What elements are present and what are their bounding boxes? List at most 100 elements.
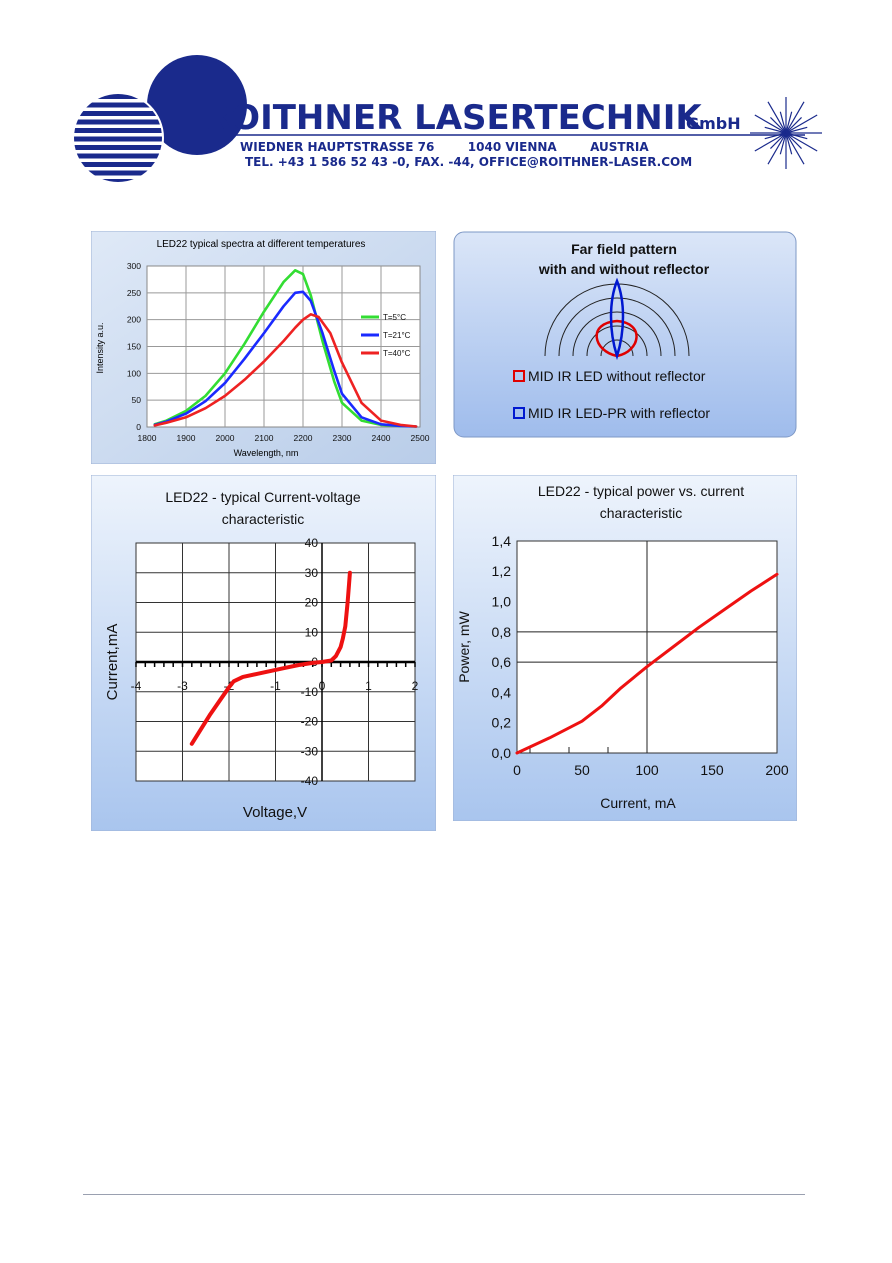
y-tick-label: 50 <box>132 395 142 405</box>
x-tick-label: 1800 <box>138 433 157 443</box>
company-name: ROITHNER LASERTECHNIK <box>205 98 703 138</box>
x-tick-label: 1900 <box>177 433 196 443</box>
chart-title-line2: characteristic <box>600 505 682 521</box>
y-tick-label: 40 <box>305 536 319 550</box>
logo-stripe <box>74 145 162 150</box>
spectra-chart: LED22 typical spectra at different tempe… <box>91 231 436 464</box>
logo-stripe <box>74 170 162 176</box>
starburst-ray <box>770 132 787 149</box>
starburst-ray <box>754 132 787 152</box>
legend-marker-blue <box>513 407 525 419</box>
y-tick-label: 300 <box>127 261 141 271</box>
logo-stripe <box>74 179 162 182</box>
x-tick-label: 50 <box>574 762 590 778</box>
logo-stripe <box>74 111 162 116</box>
starburst-ray <box>785 132 805 165</box>
y-axis-label: Intensity a.u. <box>95 322 105 373</box>
logo-stripe <box>74 102 162 108</box>
starburst-icon <box>750 97 822 169</box>
panel-background <box>453 231 797 438</box>
starburst-ray <box>764 126 787 134</box>
footer-rule <box>83 1194 805 1195</box>
x-tick-label: 2300 <box>333 433 352 443</box>
legend-label: T=21°C <box>383 331 411 340</box>
starburst-ray <box>785 114 818 134</box>
y-tick-label: 0,4 <box>492 684 512 700</box>
y-tick-label: 0 <box>136 422 141 432</box>
starburst-ray <box>754 114 787 134</box>
y-tick-label: 100 <box>127 368 141 378</box>
legend-label: T=5°C <box>383 313 406 322</box>
y-tick-label: 30 <box>305 566 319 580</box>
legend-label-with-reflector: MID IR LED-PR with reflector <box>528 405 710 421</box>
logo-stripe <box>74 153 162 159</box>
y-axis-label: Current,mA <box>104 624 121 701</box>
chart-title-line1: LED22 - typical Current-voltage <box>165 489 361 505</box>
starburst-ray <box>767 132 787 165</box>
y-tick-label: 250 <box>127 288 141 298</box>
starburst-ray <box>779 111 787 134</box>
x-tick-label: 2200 <box>294 433 313 443</box>
series-line <box>153 313 418 428</box>
starburst-ray <box>785 126 808 134</box>
y-tick-label: -20 <box>301 715 319 729</box>
pattern-with-reflector <box>609 277 625 361</box>
starburst-ray <box>767 101 787 134</box>
legend-marker-red <box>513 370 525 382</box>
y-tick-label: 1,4 <box>492 533 512 549</box>
y-tick-label: 0,0 <box>492 745 512 761</box>
y-tick-label: -30 <box>301 744 319 758</box>
x-tick-label: 100 <box>635 762 659 778</box>
logo-stripe <box>74 136 162 142</box>
company-address: WIEDNER HAUPTSTRASSE 76 1040 VIENNA AUST… <box>240 140 649 154</box>
x-tick-label: -3 <box>177 679 188 693</box>
y-tick-label: 150 <box>127 341 141 351</box>
starburst-ray <box>764 132 787 140</box>
company-contact: TEL. +43 1 586 52 43 -0, FAX. -44, OFFIC… <box>245 155 692 169</box>
farfield-title-line1: Far field pattern <box>571 241 677 257</box>
logo-stripe <box>74 94 162 99</box>
power-current-chart: LED22 - typical power vs. current charac… <box>453 475 797 821</box>
x-tick-label: 2000 <box>216 433 235 443</box>
y-tick-label: 200 <box>127 315 141 325</box>
x-tick-label: -1 <box>270 679 281 693</box>
starburst-ray <box>779 132 787 155</box>
x-tick-label: 2 <box>412 679 419 693</box>
series-line <box>515 572 779 755</box>
series-line <box>153 290 418 428</box>
starburst-ray <box>785 132 793 155</box>
pattern-without-reflector <box>595 319 638 358</box>
series-line <box>153 269 418 428</box>
y-tick-label: 10 <box>305 625 319 639</box>
legend-label: T=40°C <box>383 349 411 358</box>
series-line <box>189 570 352 746</box>
y-tick-label: 0,2 <box>492 715 512 731</box>
x-axis-label: Current, mA <box>600 795 676 811</box>
starburst-ray <box>785 101 805 134</box>
starburst-ray <box>785 132 808 140</box>
logo-stripe <box>74 162 162 167</box>
chart-title-line2: characteristic <box>222 511 304 527</box>
x-tick-label: 150 <box>700 762 724 778</box>
starburst-ray <box>770 117 787 134</box>
x-tick-label: 2100 <box>255 433 274 443</box>
x-tick-label: 2500 <box>411 433 430 443</box>
iv-chart: LED22 - typical Current-voltage characte… <box>91 475 436 831</box>
y-tick-label: -10 <box>301 685 319 699</box>
company-suffix: GmbH <box>686 114 741 133</box>
logo-large-circle <box>147 55 247 155</box>
chart-title: LED22 typical spectra at different tempe… <box>157 239 366 250</box>
logo-stripe <box>74 119 162 125</box>
x-axis-label: Voltage,V <box>243 804 307 821</box>
starburst-ray <box>785 132 818 152</box>
y-tick-label: -40 <box>301 774 319 788</box>
starburst-ray <box>785 117 802 134</box>
y-tick-label: 0,6 <box>492 654 512 670</box>
far-field-panel: Far field pattern with and without refle… <box>453 231 797 438</box>
chart-title-line1: LED22 - typical power vs. current <box>538 483 744 499</box>
x-axis-label: Wavelength, nm <box>234 448 299 458</box>
starburst-ray <box>785 132 802 149</box>
x-tick-label: 0 <box>513 762 521 778</box>
legend-label-without-reflector: MID IR LED without reflector <box>528 368 706 384</box>
